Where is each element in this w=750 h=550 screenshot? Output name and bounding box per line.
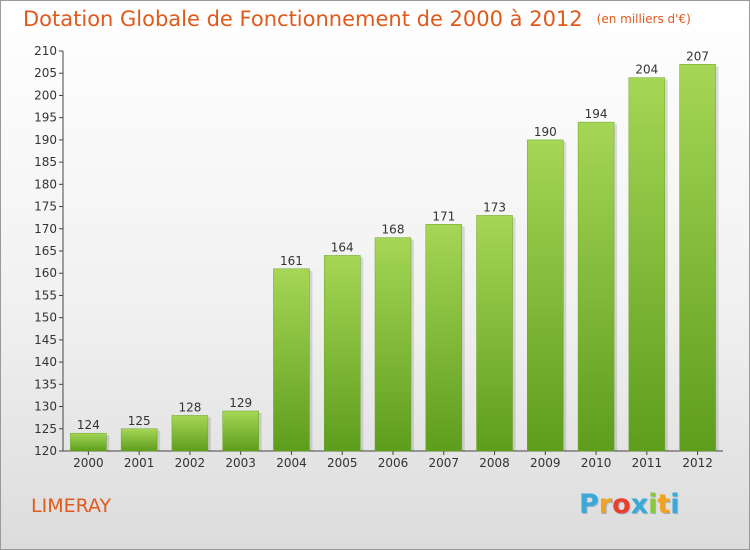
y-tick-label: 155: [34, 288, 57, 302]
y-tick-label: 160: [34, 266, 57, 280]
bar-2000: [70, 432, 107, 452]
commune-name: LIMERAY: [31, 495, 112, 517]
value-label-2009: 190: [534, 125, 557, 139]
x-tick-label-2011: 2011: [632, 456, 663, 470]
value-label-2005: 164: [331, 240, 354, 254]
logo-letter: i: [670, 489, 680, 520]
y-tick-label: 205: [34, 66, 57, 80]
value-label-2011: 204: [635, 63, 658, 77]
bar-2008: [476, 215, 513, 452]
chart-title: Dotation Globale de Fonctionnement de 20…: [23, 7, 691, 31]
x-tick-label-2010: 2010: [581, 456, 612, 470]
bar-2007: [425, 224, 463, 452]
bar-2009: [527, 139, 564, 452]
bar-2004: [273, 268, 310, 452]
y-tick-label: 190: [34, 133, 57, 147]
y-tick-label: 140: [34, 355, 57, 369]
bar-2006: [374, 237, 412, 452]
logo-letter: i: [648, 489, 658, 520]
y-tick-label: 180: [34, 177, 57, 191]
x-tick-label-2000: 2000: [73, 456, 104, 470]
value-label-2000: 124: [77, 418, 100, 432]
y-tick-label: 200: [34, 88, 57, 102]
logo-letter: x: [630, 489, 649, 520]
bars: 124 125 128 129 161 164 168 171 173 190 194 204 207: [70, 49, 719, 452]
bar-2003: [222, 410, 259, 452]
proxiti-logo[interactable]: Proxiti: [579, 489, 680, 520]
value-label-2004: 161: [280, 254, 303, 268]
value-label-2002: 128: [178, 400, 201, 414]
bar-2010: [577, 121, 615, 452]
axes: 120 125 130 135 140 145 150 155 160 165 170 175 180 1…: [34, 44, 723, 470]
value-label-2001: 125: [128, 414, 151, 428]
bar-2002: [171, 415, 209, 452]
x-tick-label-2001: 2001: [124, 456, 155, 470]
bar-2012: [679, 64, 716, 452]
logo-letter: t: [657, 489, 671, 520]
x-tick-label-2004: 2004: [276, 456, 307, 470]
y-tick-label: 150: [34, 311, 57, 325]
y-tick-label: 135: [34, 377, 57, 391]
y-tick-label: 170: [34, 222, 57, 236]
x-tick-label-2002: 2002: [175, 456, 206, 470]
value-label-2003: 129: [229, 396, 252, 410]
y-tick-label: 130: [34, 400, 57, 414]
logo-letter: P: [579, 489, 599, 520]
bar-2011: [628, 77, 666, 452]
x-tick-label-2009: 2009: [530, 456, 561, 470]
x-tick-label-2006: 2006: [378, 456, 409, 470]
x-tick-label-2008: 2008: [479, 456, 510, 470]
y-tick-label: 125: [34, 422, 57, 436]
chart-title-text: Dotation Globale de Fonctionnement de 20…: [23, 7, 583, 31]
value-label-2007: 171: [432, 209, 455, 223]
y-tick-label: 210: [34, 44, 57, 58]
value-label-2008: 173: [483, 200, 506, 214]
y-tick-label: 120: [34, 444, 57, 458]
x-tick-label-2005: 2005: [327, 456, 358, 470]
y-tick-label: 175: [34, 200, 57, 214]
x-tick-label-2012: 2012: [682, 456, 713, 470]
value-label-2006: 168: [382, 223, 405, 237]
y-tick-label: 145: [34, 333, 57, 347]
value-label-2010: 194: [585, 107, 608, 121]
bar-2001: [120, 428, 158, 452]
y-tick-label: 165: [34, 244, 57, 258]
logo-letter: r: [598, 489, 613, 520]
x-tick-label-2003: 2003: [225, 456, 256, 470]
logo-letter: o: [612, 489, 631, 520]
y-tick-label: 195: [34, 111, 57, 125]
x-tick-label-2007: 2007: [428, 456, 459, 470]
value-label-2012: 207: [686, 49, 709, 63]
chart-unit-note: (en milliers d'€): [596, 12, 691, 26]
bar-2005: [323, 255, 361, 452]
y-tick-label: 185: [34, 155, 57, 169]
